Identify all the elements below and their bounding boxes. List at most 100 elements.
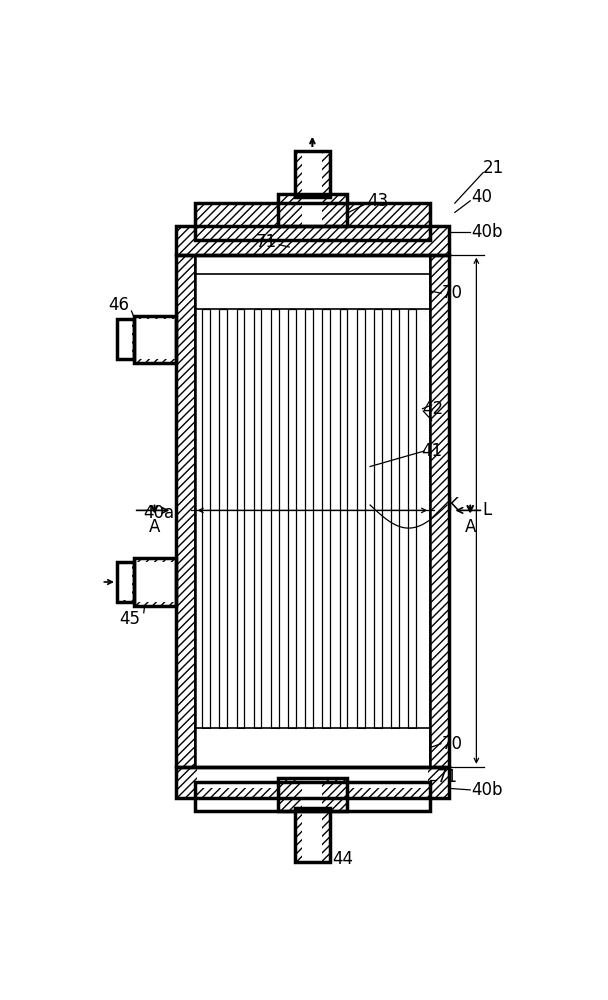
Text: A: A [149, 518, 160, 536]
Text: L: L [483, 501, 492, 519]
Bar [220, 729, 227, 766]
Bar [254, 309, 261, 728]
Bar [117, 319, 134, 359]
Text: 43: 43 [367, 192, 389, 210]
Bar [305, 309, 313, 728]
Bar [134, 558, 176, 562]
Bar [357, 309, 365, 728]
Text: 41: 41 [421, 442, 442, 460]
Bar [134, 359, 176, 363]
Bar [392, 729, 398, 766]
Text: 45: 45 [119, 610, 140, 628]
Bar [134, 316, 176, 363]
Bar [278, 194, 347, 226]
Bar [254, 275, 261, 308]
Text: 21: 21 [483, 159, 504, 177]
Text: 71: 71 [255, 233, 277, 251]
Bar [117, 562, 134, 602]
Bar [278, 194, 347, 226]
Bar [289, 275, 295, 308]
Bar [195, 255, 430, 767]
Bar [295, 151, 330, 197]
Text: 42: 42 [423, 400, 444, 418]
Bar [176, 226, 449, 255]
Bar [322, 309, 330, 728]
Text: 70: 70 [442, 735, 463, 753]
Bar [195, 728, 430, 767]
Bar [117, 562, 134, 602]
Bar [195, 203, 430, 240]
Text: 40: 40 [471, 188, 492, 206]
Bar [237, 309, 244, 728]
Bar [323, 275, 330, 308]
Bar [302, 147, 322, 226]
Bar [306, 275, 313, 308]
Bar [409, 309, 416, 728]
Bar [340, 729, 347, 766]
Bar [195, 203, 430, 240]
Text: 71: 71 [437, 768, 458, 786]
Bar [237, 729, 244, 766]
Text: 46: 46 [108, 296, 129, 314]
Bar [135, 317, 174, 362]
Bar [340, 309, 347, 728]
Bar [117, 319, 134, 359]
Bar [134, 558, 176, 606]
Bar [134, 316, 176, 319]
Text: 70: 70 [442, 284, 463, 302]
Bar [295, 808, 330, 862]
Bar [202, 729, 210, 766]
Bar [134, 602, 176, 606]
Bar [271, 729, 278, 766]
Text: K: K [448, 496, 458, 514]
Bar [409, 275, 416, 308]
Bar [295, 151, 330, 197]
Bar [392, 275, 398, 308]
Bar [176, 255, 195, 767]
Bar [135, 560, 174, 604]
Bar [176, 767, 449, 798]
Bar [323, 729, 330, 766]
Bar [409, 729, 416, 766]
Bar [176, 767, 449, 798]
Bar [430, 255, 449, 767]
Bar [197, 255, 428, 274]
Bar [374, 309, 382, 728]
Bar [197, 767, 428, 788]
Bar [119, 321, 132, 358]
Bar [391, 309, 399, 728]
Bar [340, 275, 347, 308]
Bar [375, 275, 381, 308]
Bar [306, 729, 313, 766]
Bar [358, 729, 364, 766]
Bar [195, 255, 430, 767]
Bar [195, 274, 430, 309]
Bar [237, 275, 244, 308]
Bar [278, 778, 347, 811]
Text: 44: 44 [333, 850, 354, 868]
Bar [302, 778, 322, 865]
Bar [134, 558, 176, 606]
Bar [176, 226, 449, 255]
Text: A: A [465, 518, 476, 536]
Bar [288, 309, 296, 728]
Text: 40a: 40a [143, 504, 174, 522]
Bar [219, 309, 227, 728]
Bar [271, 309, 278, 728]
Bar [119, 564, 132, 600]
Bar [176, 255, 449, 767]
Bar [202, 309, 210, 728]
Bar [195, 274, 430, 309]
Bar [195, 728, 430, 767]
Text: 40b: 40b [471, 781, 503, 799]
Text: 40b: 40b [471, 223, 503, 241]
Bar [202, 275, 210, 308]
Bar [195, 782, 430, 811]
Bar [295, 808, 330, 862]
Bar [271, 275, 278, 308]
Bar [375, 729, 381, 766]
Bar [220, 275, 227, 308]
Bar [134, 316, 176, 363]
Bar [358, 275, 364, 308]
Bar [278, 778, 347, 811]
